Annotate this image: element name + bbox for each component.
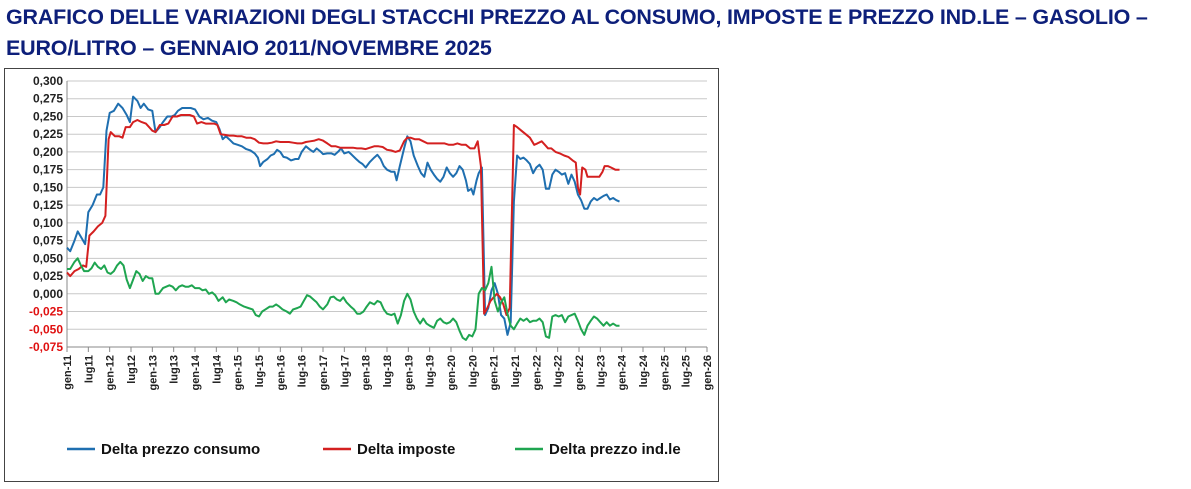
x-tick-label: lug-25	[681, 355, 693, 387]
x-tick-label: lug-24	[638, 354, 650, 387]
series-line-3	[67, 257, 620, 341]
y-tick-label: 0,300	[33, 74, 63, 88]
x-tick-label: gen-21	[489, 355, 501, 390]
legend-label: Delta imposte	[357, 441, 455, 458]
x-tick-label: lug-15	[254, 355, 266, 387]
legend-label: Delta prezzo ind.le	[549, 441, 681, 458]
chart-title: GRAFICO DELLE VARIAZIONI DEGLI STACCHI P…	[6, 5, 1148, 60]
y-tick-label: 0,250	[33, 109, 63, 123]
y-tick-label: 0,125	[33, 198, 63, 212]
x-tick-label: gen-16	[275, 355, 287, 390]
x-axis-ticks: gen-11 lug11 gen-12 lug12 gen-13 lug13 gen-14 l…	[62, 347, 714, 390]
y-tick-label: 0,025	[33, 269, 63, 283]
x-tick-label: gen-22	[574, 355, 586, 390]
x-tick-label: lug14	[211, 354, 223, 384]
y-tick-label: -0,050	[29, 322, 63, 336]
y-tick-label: 0,100	[33, 216, 63, 230]
chart-frame: 0,300 0,275 0,250 0,225 0,200 0,175 0,150 0,125…	[4, 68, 719, 482]
x-tick-label: gen-25	[659, 355, 671, 390]
x-tick-label: gen-24	[617, 354, 629, 390]
legend-label: Delta prezzo consumo	[101, 441, 260, 458]
y-tick-label: 0,050	[33, 251, 63, 265]
x-tick-label: lug-18	[382, 355, 394, 387]
x-tick-label: lug-21	[510, 355, 522, 387]
x-tick-label: gen-11	[62, 355, 74, 390]
x-tick-label: lug12	[126, 355, 138, 384]
series-line-1	[66, 95, 620, 336]
y-tick-label: 0,175	[33, 163, 63, 177]
y-tick-label: 0,000	[33, 287, 63, 301]
y-tick-label: 0,275	[33, 92, 63, 106]
x-tick-label: gen-13	[147, 355, 159, 390]
x-tick-label: gen-19	[403, 355, 415, 390]
x-tick-label: lug-19	[425, 355, 437, 387]
x-tick-label: gen-26	[702, 355, 714, 390]
y-tick-label: 0,200	[33, 145, 63, 159]
x-tick-label: lug11	[83, 355, 95, 383]
x-tick-label: gen-18	[361, 355, 373, 390]
x-tick-label: lug-16	[297, 355, 309, 387]
y-tick-label: -0,075	[29, 340, 63, 354]
x-tick-label: gen-12	[105, 355, 117, 390]
x-tick-label: gen-14	[190, 354, 202, 390]
y-tick-label: -0,025	[29, 305, 63, 319]
x-tick-label: gen-22	[531, 355, 543, 390]
y-tick-label: 0,150	[33, 180, 63, 194]
series-layer	[66, 95, 620, 341]
y-tick-label: 0,075	[33, 234, 63, 248]
series-line-2	[66, 114, 620, 317]
line-chart: 0,300 0,275 0,250 0,225 0,200 0,175 0,150 0,125…	[29, 74, 714, 458]
x-tick-label: gen-17	[318, 355, 330, 390]
x-tick-label: lug13	[169, 355, 181, 384]
x-tick-label: lug-22	[553, 355, 565, 387]
legend: Delta prezzo consumo Delta imposte Delta p…	[67, 441, 681, 458]
x-tick-label: lug-23	[595, 355, 607, 387]
x-tick-label: lug-20	[467, 355, 479, 387]
x-tick-label: gen-15	[233, 355, 245, 390]
x-tick-label: lug-17	[339, 355, 351, 387]
y-axis-ticks: 0,300 0,275 0,250 0,225 0,200 0,175 0,150 0,125…	[29, 74, 63, 354]
x-tick-label: gen-20	[446, 355, 458, 390]
y-tick-label: 0,225	[33, 127, 63, 141]
